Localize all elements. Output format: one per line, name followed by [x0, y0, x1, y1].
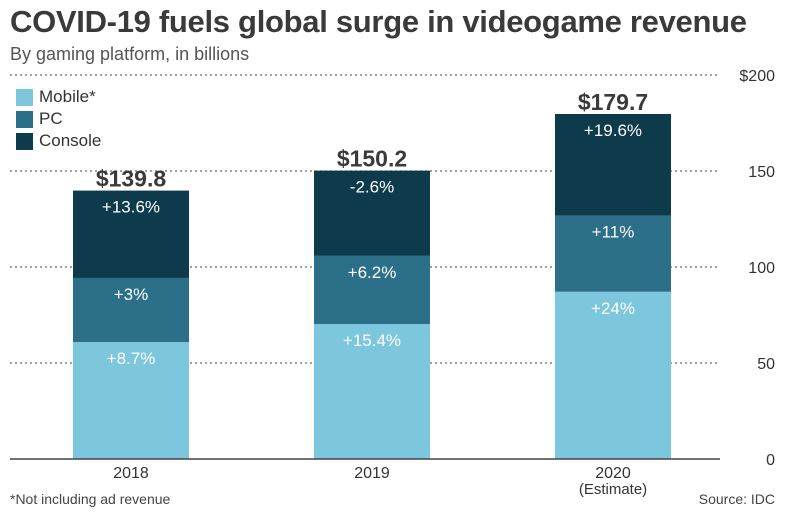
legend-item-console: Console [16, 130, 101, 152]
bar-2020-console [555, 113, 671, 216]
legend-label-pc: PC [39, 109, 63, 128]
y-tick-label-50: 50 [757, 356, 775, 373]
legend-item-mobile: Mobile* [16, 86, 101, 108]
y-tick-label-150: 150 [748, 164, 775, 181]
bar-label-2019-mobile: +15.4% [343, 331, 401, 350]
bar-2020-pc [555, 215, 671, 292]
legend-label-console: Console [39, 131, 102, 150]
x-tick-label-2019: 2019 [354, 465, 390, 482]
bar-2019-mobile [314, 324, 430, 459]
total-label-2018: $139.8 [96, 166, 167, 192]
legend-swatch-console [16, 132, 33, 150]
bar-label-2019-pc: +6.2% [348, 263, 397, 282]
bar-2018-console [73, 190, 189, 278]
bar-2018-pc [73, 277, 189, 343]
y-tick-label-100: 100 [748, 260, 775, 277]
bar-label-2018-mobile: +8.7% [107, 349, 156, 368]
bar-2019-pc [314, 255, 430, 325]
bar-2020-mobile [555, 291, 671, 459]
bar-label-2018-pc: +3% [114, 285, 149, 304]
y-tick-label-200: $200 [739, 68, 775, 85]
legend-item-pc: PC [16, 108, 101, 130]
legend-label-mobile: Mobile* [39, 87, 96, 106]
y-tick-label-0: 0 [766, 452, 775, 469]
bar-label-2018-console: +13.6% [102, 198, 160, 217]
chart-subtitle: By gaming platform, in billions [10, 44, 250, 64]
bar-label-2020-mobile: +24% [591, 299, 635, 318]
total-label-2020: $179.7 [578, 89, 648, 115]
legend-swatch-mobile [16, 88, 33, 106]
x-tick-sublabel-2020: (Estimate) [579, 481, 647, 498]
legend: Mobile* PC Console [16, 86, 101, 152]
total-label-2019: $150.2 [337, 146, 407, 172]
footnote: *Not including ad revenue [10, 491, 171, 507]
source-note: Source: IDC [698, 491, 775, 507]
bar-2019-console [314, 170, 430, 256]
bar-label-2020-pc: +11% [592, 223, 635, 242]
chart-title: COVID-19 fuels global surge in videogame… [10, 4, 747, 39]
legend-swatch-pc [16, 110, 33, 128]
bar-label-2019-console: -2.6% [350, 178, 394, 197]
x-tick-label-2020: 2020 [595, 465, 631, 482]
bar-label-2020-console: +19.6% [584, 121, 642, 140]
bar-2018-mobile [73, 342, 189, 459]
x-tick-label-2018: 2018 [113, 465, 149, 482]
